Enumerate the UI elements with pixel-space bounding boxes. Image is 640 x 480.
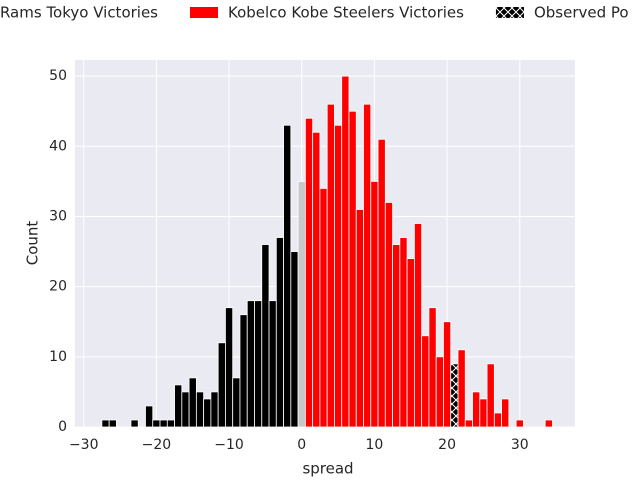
bar [406,258,415,428]
x-tick-label: 20 [438,437,456,453]
bar [232,377,241,428]
bar [399,237,408,428]
bar [188,377,197,428]
bar [421,335,430,428]
bar [341,75,350,428]
legend-label: Rams Tokyo Victories [0,4,158,22]
legend-swatch [495,7,524,18]
bar [261,244,270,428]
y-tick-label: 40 [49,138,67,154]
legend-swatch [190,7,218,18]
bar [348,110,357,428]
bar [392,244,401,428]
bar [479,398,488,428]
bar [145,405,154,428]
bar [246,300,255,428]
x-tick-label: 10 [366,437,384,453]
x-tick-label: −30 [69,437,99,453]
bar [297,180,306,428]
bar [428,307,437,428]
bar [268,300,277,428]
x-tick-label: −20 [142,437,172,453]
y-tick-label: 50 [49,68,67,84]
bar [319,188,328,428]
x-tick-label: 30 [511,437,529,453]
bar [101,419,110,428]
bar [355,209,364,428]
bar [363,103,372,428]
x-tick-label: −10 [214,437,244,453]
bar [181,391,190,428]
bar [413,223,423,428]
bar [370,180,379,428]
y-tick-label: 20 [49,279,67,295]
bar [159,419,168,428]
bar [283,124,292,428]
bar [334,124,343,428]
legend-label: Observed Po [534,4,629,22]
bar [435,356,444,428]
bar [486,363,495,428]
y-tick-label: 30 [49,208,67,224]
bar [210,391,219,428]
bar [290,251,299,428]
bar [544,419,553,428]
bar [217,342,226,428]
bar [275,237,284,428]
bar [174,384,183,428]
bar [152,419,161,428]
legend-label: Kobelco Kobe Steelers Victories [228,4,464,22]
bar [166,419,175,428]
bar [450,363,459,428]
bar [457,349,466,428]
y-axis-label: Count [24,221,42,266]
bar [326,103,335,428]
bar [203,398,212,428]
bar [472,391,481,428]
bar [501,398,510,428]
bar [130,419,139,428]
y-tick-label: 10 [49,349,67,365]
bar [443,321,452,428]
bar [195,391,205,428]
bar [515,419,524,428]
bar [493,412,502,428]
bar [384,202,393,428]
bar [304,117,314,428]
bar [464,419,473,428]
bar [254,300,263,428]
bar [239,314,248,428]
y-tick-label: 0 [58,419,67,435]
x-axis-label: spread [302,460,353,478]
bar [108,419,117,428]
bar [377,138,386,428]
bar [225,307,234,428]
bar [312,131,321,428]
x-tick-label: 0 [297,437,306,453]
